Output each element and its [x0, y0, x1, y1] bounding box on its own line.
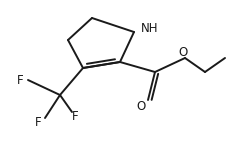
- Text: F: F: [17, 73, 23, 87]
- Text: F: F: [72, 109, 78, 123]
- Text: O: O: [178, 46, 188, 58]
- Text: O: O: [136, 100, 146, 112]
- Text: F: F: [35, 115, 41, 128]
- Text: NH: NH: [141, 21, 159, 35]
